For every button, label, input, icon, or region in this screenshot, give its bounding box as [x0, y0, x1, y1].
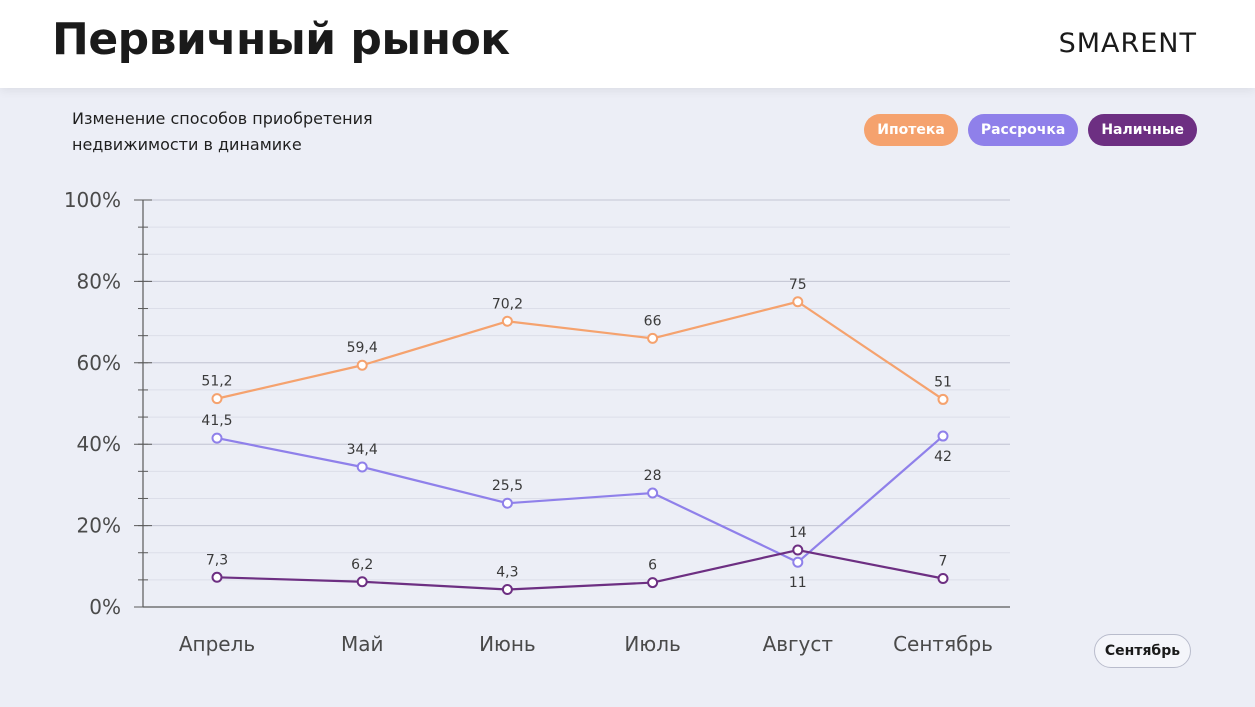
y-tick-label: 100%: [64, 188, 121, 212]
legend-item-rassrochka[interactable]: Рассрочка: [967, 114, 1079, 146]
data-point: [356, 576, 368, 588]
data-label: 28: [644, 468, 662, 484]
x-tick-label: Август: [763, 632, 834, 656]
brand-logo: SMARENT: [1058, 28, 1197, 59]
data-point: [792, 296, 804, 308]
data-point: [501, 497, 513, 509]
data-label: 6,2: [351, 557, 373, 573]
data-point: [937, 430, 949, 442]
chart-subtitle-line-1: Изменение способов приобретения: [72, 109, 373, 128]
data-label: 59,4: [347, 340, 378, 356]
page-title: Первичный рынок: [52, 14, 510, 65]
data-point: [356, 461, 368, 473]
y-tick-label: 0%: [89, 595, 121, 619]
data-label: 51: [934, 374, 952, 390]
data-point: [792, 556, 804, 568]
legend-item-nalichnye[interactable]: Наличные: [1088, 114, 1197, 146]
x-tick-label: Сентябрь: [893, 632, 993, 656]
x-tick-label: Апрель: [179, 632, 255, 656]
data-label: 42: [934, 449, 952, 465]
data-point: [211, 571, 223, 583]
month-selector-button[interactable]: Сентябрь: [1094, 634, 1191, 668]
x-tick-label: Май: [341, 632, 384, 656]
data-point: [937, 393, 949, 405]
legend: Ипотека Рассрочка Наличные: [864, 114, 1197, 146]
data-label: 7,3: [206, 552, 228, 568]
data-label: 11: [789, 575, 807, 591]
data-label: 41,5: [201, 413, 232, 429]
x-tick-label: Июнь: [479, 632, 536, 656]
series-line-1: [216, 435, 944, 564]
series-line-2: [216, 548, 944, 591]
chart-subtitle-line-2: недвижимости в динамике: [72, 135, 302, 154]
data-label: 70,2: [492, 296, 523, 312]
data-point: [647, 487, 659, 499]
data-label: 51,2: [201, 374, 232, 390]
data-point: [647, 577, 659, 589]
y-tick-label: 20%: [77, 514, 121, 538]
header: Первичный рынок SMARENT: [0, 0, 1255, 88]
data-point: [792, 544, 804, 556]
data-point: [501, 583, 513, 595]
data-point: [937, 573, 949, 585]
data-point: [211, 432, 223, 444]
data-label: 34,4: [347, 442, 378, 458]
legend-item-ipoteka[interactable]: Ипотека: [864, 114, 958, 146]
data-label: 75: [789, 277, 807, 293]
data-label: 7: [939, 554, 948, 570]
y-tick-label: 60%: [77, 351, 121, 375]
y-tick-label: 80%: [77, 269, 121, 293]
data-label: 6: [648, 558, 657, 574]
data-label: 14: [789, 525, 807, 541]
data-point: [356, 359, 368, 371]
x-tick-label: Июль: [624, 632, 680, 656]
y-tick-label: 40%: [77, 432, 121, 456]
chart-panel: [0, 88, 1255, 707]
data-label: 25,5: [492, 478, 523, 494]
data-label: 4,3: [496, 564, 518, 580]
data-point: [647, 332, 659, 344]
data-point: [211, 393, 223, 405]
chart-subtitle: Изменение способов приобретения недвижим…: [72, 106, 373, 158]
data-label: 66: [644, 313, 662, 329]
series-line-0: [216, 300, 944, 401]
data-point: [501, 315, 513, 327]
